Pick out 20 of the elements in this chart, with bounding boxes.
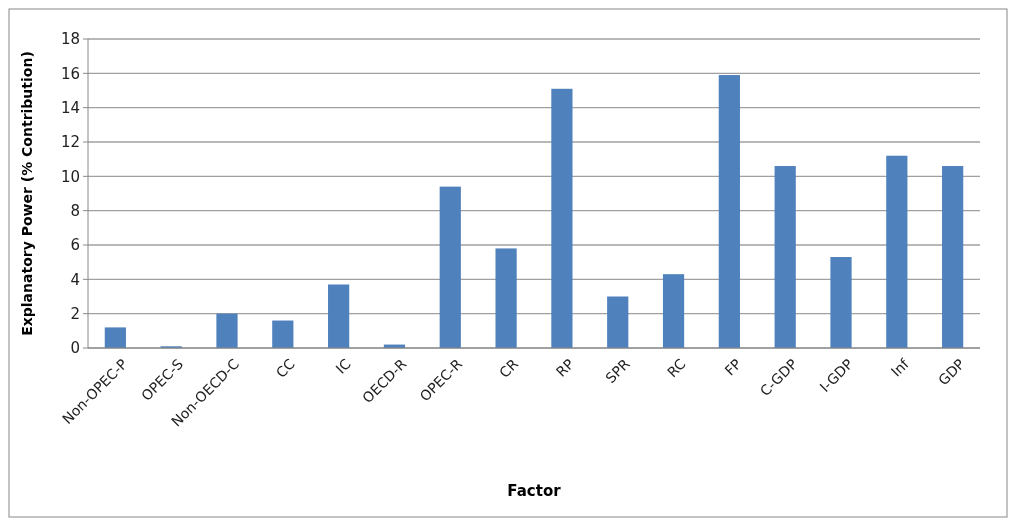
x-tick-label: SPR (602, 355, 633, 387)
y-axis-title: Explanatory Power (% Contribution) (19, 51, 35, 336)
x-tick-label: Inf (887, 354, 913, 380)
y-tick-label: 16 (60, 64, 80, 83)
x-axis-title: Factor (507, 482, 562, 500)
y-tick-label: 2 (70, 304, 80, 323)
y-tick-label: 4 (70, 270, 80, 289)
x-tick-label: RC (663, 355, 689, 381)
x-tick-label: RP (552, 355, 577, 380)
y-tick-label: 10 (60, 167, 80, 186)
x-tick-label: CR (496, 355, 522, 381)
y-tick-label: 0 (70, 339, 80, 358)
x-tick-label: IC (332, 355, 354, 377)
y-tick-label: 8 (70, 201, 80, 220)
y-tick-label: 18 (60, 30, 80, 49)
y-tick-label: 6 (70, 236, 80, 255)
x-tick-label: CC (272, 355, 299, 381)
y-tick-label: 12 (60, 133, 80, 152)
x-tick-label: FP (721, 355, 745, 379)
y-tick-label: 14 (60, 98, 80, 117)
